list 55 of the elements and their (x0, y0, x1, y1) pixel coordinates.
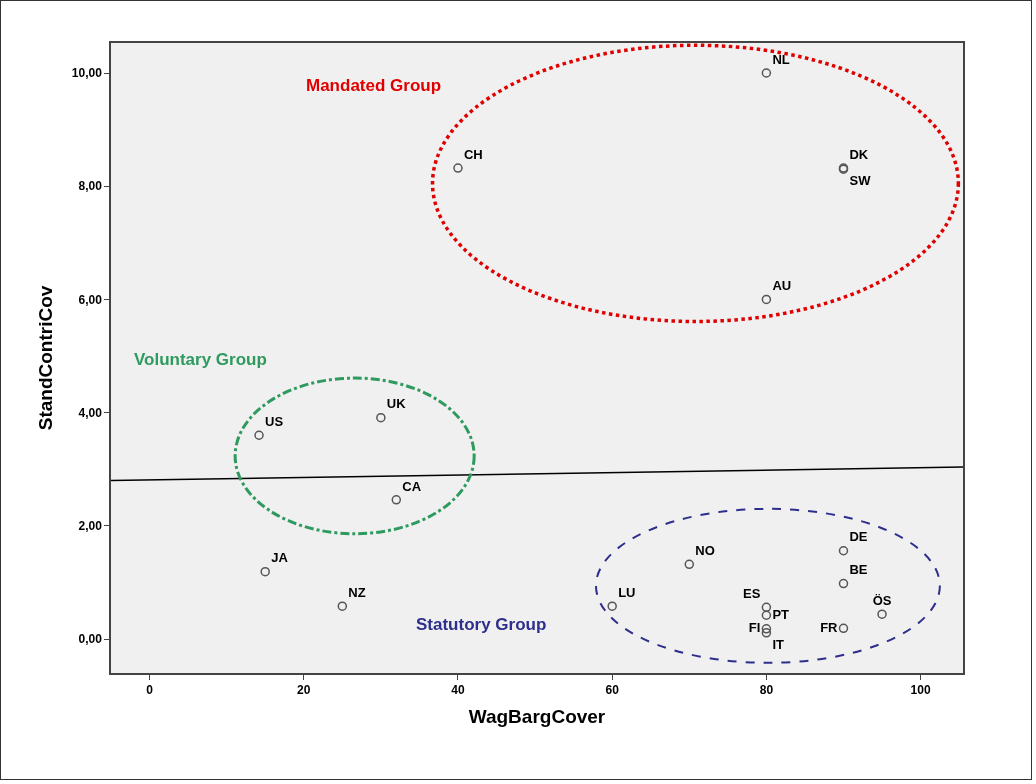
x-tick-label: 100 (910, 683, 931, 698)
point (761, 628, 772, 638)
y-tick-label: 4,00 (78, 405, 103, 420)
data-label: DE (849, 529, 868, 545)
data-label: DK (849, 146, 869, 162)
point (684, 559, 695, 570)
data-label: NO (695, 543, 715, 559)
data-label: FI (748, 620, 761, 636)
point (761, 624, 772, 634)
y-tick-label: 6,00 (78, 292, 103, 307)
point (761, 610, 772, 621)
y-tick-label: 10,00 (71, 66, 103, 81)
point (260, 566, 270, 577)
data-label: ÖS (872, 592, 892, 608)
data-label: AU (772, 278, 792, 294)
y-axis-title: StandContriCov (35, 285, 57, 431)
data-label: IT (772, 636, 784, 652)
point (838, 623, 849, 634)
data-label: LU (618, 584, 636, 600)
point (376, 412, 386, 423)
point (607, 601, 617, 611)
data-label: BE (849, 562, 868, 578)
data-label: ES (743, 586, 761, 602)
data-label: NZ (348, 584, 366, 600)
data-label: NL (772, 51, 790, 67)
data-label: PT (772, 606, 790, 622)
y-tick-label: 8,00 (78, 179, 103, 194)
annotation: Voluntary Group (134, 350, 267, 369)
data-label: JA (271, 550, 289, 566)
data-label: FR (820, 619, 839, 635)
data-label: CH (463, 146, 483, 162)
data-label: US (265, 414, 284, 430)
data-label: SW (849, 172, 872, 188)
point (391, 495, 402, 505)
annotation: Mandated Group (306, 76, 442, 95)
point (877, 609, 887, 619)
x-tick-label: 80 (759, 683, 774, 698)
data-label: UK (386, 396, 407, 412)
x-axis-title: WagBargCover (468, 706, 606, 728)
point (761, 602, 772, 613)
x-tick-label: 60 (605, 683, 620, 698)
x-tick-label: 40 (451, 683, 465, 698)
data-label: CA (402, 478, 422, 494)
y-tick-label: 2,00 (78, 519, 103, 534)
point (838, 545, 849, 556)
point (453, 163, 463, 173)
point (337, 601, 348, 611)
annotation: Statutory Group (416, 615, 547, 634)
x-tick-label: 20 (297, 683, 311, 698)
point (254, 430, 264, 441)
x-tick-label: 0 (146, 683, 154, 698)
point (761, 68, 772, 78)
point (761, 294, 772, 305)
point (838, 578, 849, 589)
y-tick-label: 0,00 (78, 632, 103, 647)
